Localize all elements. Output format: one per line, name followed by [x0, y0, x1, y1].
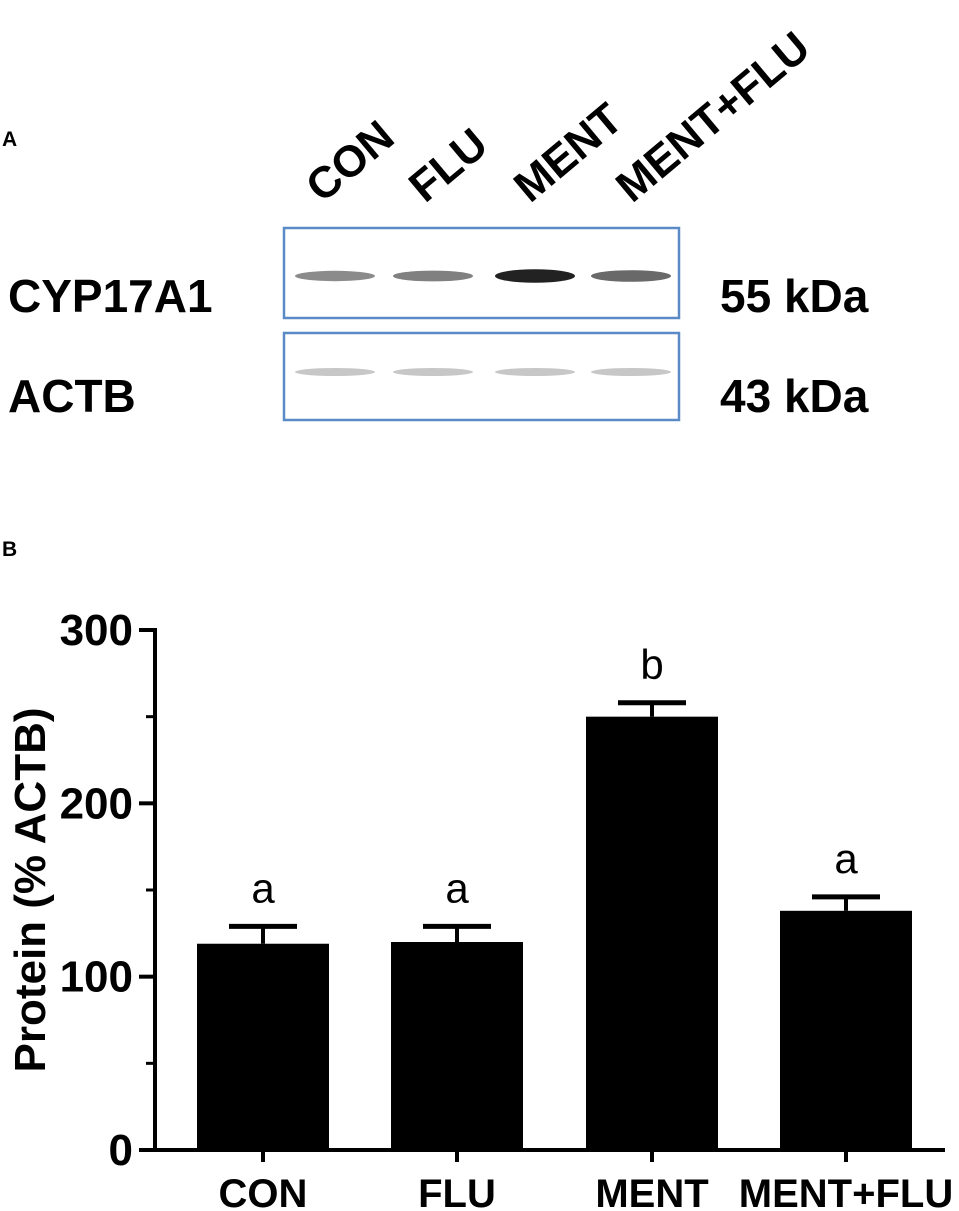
blot-cyp17a1: CYP17A1 55 kDa: [8, 226, 869, 322]
x-tick-labels: CON FLU MENT MENT+FLU: [219, 1150, 953, 1211]
band-cyp17a1-lane-4: [591, 270, 671, 282]
bars: a a b a: [197, 641, 912, 1150]
band-cyp17a1-lane-1: [295, 270, 375, 282]
x-tick-label-con: CON: [219, 1172, 308, 1211]
band-actb-lane-1: [295, 368, 375, 376]
bar-chart: Protein (% ACTB) 0 100 200 300 a a b a CON FLU M…: [6, 606, 953, 1211]
x-tick-label-flu: FLU: [418, 1172, 496, 1211]
significance-label-flu: a: [445, 864, 469, 911]
y-tick-label: 0: [109, 1126, 133, 1175]
band-actb-lane-3: [495, 368, 575, 376]
bar-con: [197, 943, 329, 1150]
bar-ment: [586, 716, 718, 1150]
panel-a-label: A: [2, 128, 17, 151]
x-tick-label-ment: MENT: [595, 1172, 708, 1211]
bar-flu: [391, 942, 523, 1150]
band-actb-lane-4: [591, 368, 671, 376]
significance-label-ment: b: [640, 641, 663, 688]
blot-protein-cyp17a1: CYP17A1: [8, 270, 213, 322]
band-actb-lane-2: [393, 368, 473, 376]
y-tick-label: 100: [60, 953, 133, 1002]
band-cyp17a1-lane-3: [495, 269, 575, 283]
y-axis-label: Protein (% ACTB): [6, 707, 55, 1072]
blot-size-actb: 43 kDa: [720, 370, 869, 422]
x-tick-label-ment-flu: MENT+FLU: [739, 1172, 953, 1211]
blot-box-actb: [282, 331, 681, 422]
lane-label-con: CON: [297, 111, 403, 211]
lane-label-ment-flu: MENT+FLU: [607, 22, 819, 211]
blot-size-cyp17a1: 55 kDa: [720, 270, 869, 322]
bands-cyp17a1: [295, 269, 671, 283]
significance-label-ment-flu: a: [834, 835, 858, 882]
western-blots: CYP17A1 55 kDa ACTB 43 kDa: [8, 226, 869, 422]
bands-actb: [295, 368, 671, 376]
y-tick-label: 200: [60, 779, 133, 828]
bar-ment-flu: [780, 910, 912, 1150]
lane-label-flu: FLU: [400, 119, 497, 212]
significance-label-con: a: [251, 864, 275, 911]
lane-label-ment: MENT: [505, 94, 632, 212]
panel-b-label: B: [2, 538, 17, 561]
blot-actb: ACTB 43 kDa: [8, 331, 869, 422]
band-cyp17a1-lane-2: [393, 270, 473, 282]
y-ticks: 0 100 200 300: [60, 606, 155, 1175]
y-tick-label: 300: [60, 606, 133, 655]
blot-protein-actb: ACTB: [8, 370, 136, 422]
